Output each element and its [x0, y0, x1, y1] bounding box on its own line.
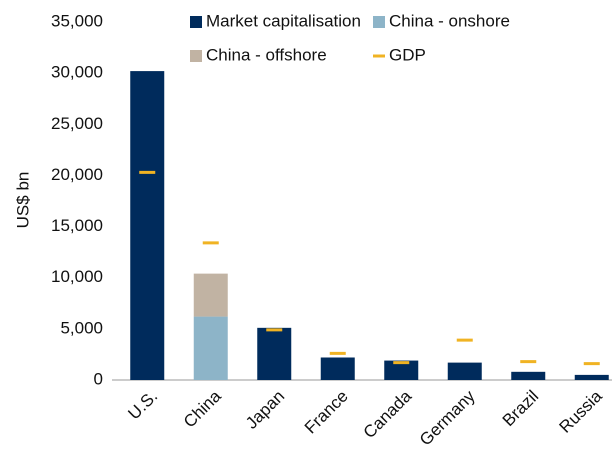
- y-tick-label: 15,000: [51, 216, 103, 235]
- legend-swatch: [190, 16, 202, 28]
- y-tick-label: 5,000: [60, 318, 103, 337]
- y-tick-label: 25,000: [51, 114, 103, 133]
- x-tick-label: China: [180, 386, 225, 431]
- y-tick-label: 10,000: [51, 267, 103, 286]
- y-tick-label: 35,000: [51, 11, 103, 30]
- bar-segment: [193, 316, 228, 380]
- bar-segment: [511, 371, 546, 380]
- legend-swatch: [373, 16, 385, 28]
- x-tick-label: France: [301, 387, 352, 438]
- bar-segment: [130, 71, 165, 381]
- x-tick-label: Canada: [360, 386, 416, 442]
- legend-swatch: [190, 50, 202, 62]
- x-tick-label: Germany: [416, 386, 479, 449]
- legend-label: Market capitalisation: [206, 11, 361, 30]
- bar-segment: [257, 327, 292, 380]
- bar-segment: [574, 374, 609, 380]
- legend-label: GDP: [389, 45, 426, 64]
- legend-label: China - offshore: [206, 45, 327, 64]
- legend-label: China - onshore: [389, 11, 510, 30]
- bar-segment: [447, 362, 482, 380]
- x-tick-label: Russia: [556, 386, 607, 437]
- bar-segment: [384, 360, 419, 380]
- y-tick-label: 30,000: [51, 63, 103, 82]
- x-tick-label: U.S.: [124, 387, 161, 424]
- y-axis-label: US$ bn: [13, 172, 32, 229]
- y-tick-label: 20,000: [51, 165, 103, 184]
- x-tick-label: Japan: [242, 387, 288, 433]
- x-tick-label: Brazil: [499, 387, 542, 430]
- bar-segment: [320, 357, 355, 380]
- y-tick-label: 0: [94, 369, 103, 388]
- bar-segment: [193, 273, 228, 317]
